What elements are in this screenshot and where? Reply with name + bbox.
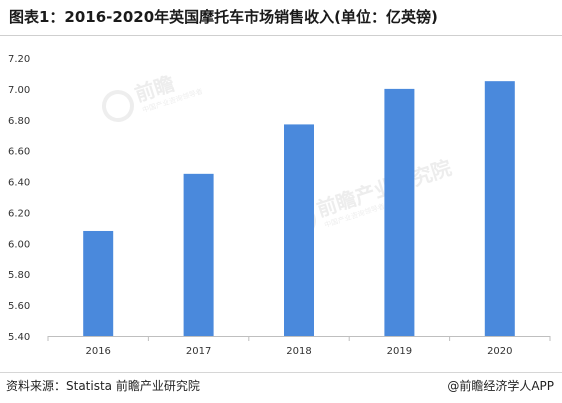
watermark-logo-icon — [102, 90, 134, 122]
y-tick-label: 6.20 — [8, 208, 30, 219]
footer-divider — [0, 372, 562, 373]
bar — [183, 173, 214, 336]
brand-credit: @前瞻经济学人APP — [447, 379, 554, 393]
x-tick-label: 2017 — [186, 346, 211, 357]
x-tick-label: 2016 — [85, 346, 110, 357]
y-tick-label: 6.40 — [8, 178, 30, 189]
x-tick-label: 2019 — [387, 346, 412, 357]
x-axis: 2016 2017 2018 2019 2020 — [47, 336, 551, 357]
bar — [384, 88, 415, 336]
y-tick-label: 7.20 — [8, 54, 30, 65]
y-tick-label: 5.60 — [8, 301, 30, 312]
bar — [83, 230, 114, 336]
y-tick-label: 6.00 — [8, 239, 30, 250]
bar — [484, 81, 515, 336]
y-tick-label: 6.80 — [8, 116, 30, 127]
y-tick-label: 5.40 — [8, 332, 30, 343]
title-divider — [0, 35, 562, 36]
x-tick-label: 2018 — [286, 346, 311, 357]
chart-area: 前瞻 中国产业咨询领导者 前瞻产业研究院 中国产业咨询领导者 5.40 5.60 5.80… — [0, 36, 562, 366]
y-tick-label: 7.00 — [8, 85, 30, 96]
bar-series — [83, 81, 515, 337]
x-tick-label: 2020 — [487, 346, 512, 357]
bar — [284, 124, 314, 337]
chart-title: 图表1：2016-2020年英国摩托车市场销售收入(单位：亿英镑) — [9, 8, 438, 26]
y-tick-label: 6.60 — [8, 147, 30, 158]
watermark-name: 前瞻产业研究院 — [314, 155, 455, 221]
y-axis: 5.40 5.60 5.80 6.00 6.20 6.40 6.60 6.80 7.00 7.20 — [8, 54, 30, 343]
y-tick-label: 5.80 — [8, 270, 30, 281]
source-note: 资料来源：Statista 前瞻产业研究院 — [6, 379, 200, 393]
